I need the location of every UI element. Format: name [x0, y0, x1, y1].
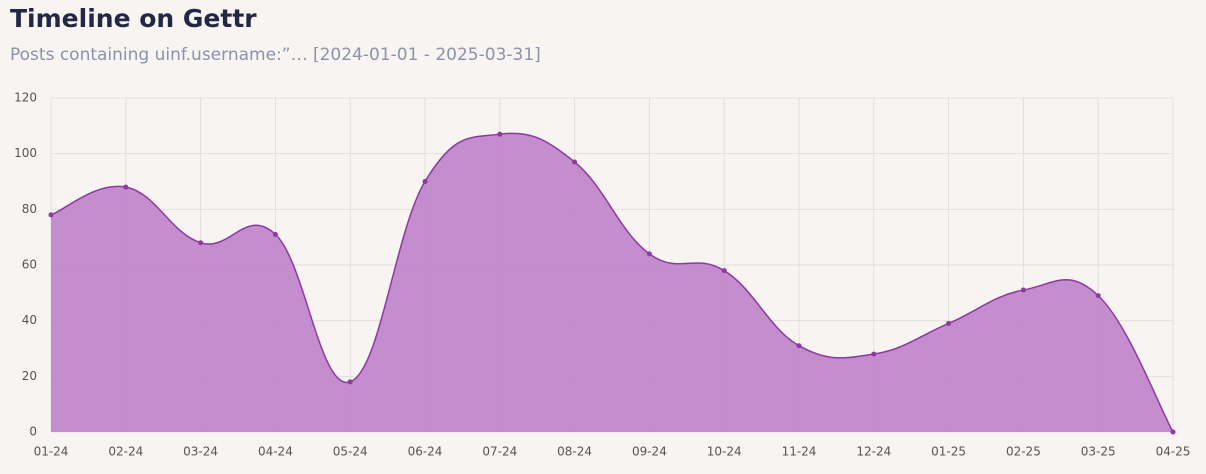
y-tick-label: 20 — [22, 369, 37, 383]
y-tick-label: 40 — [22, 313, 37, 327]
y-tick-label: 100 — [14, 146, 37, 160]
x-tick-label: 07-24 — [482, 445, 517, 459]
point — [48, 212, 54, 218]
x-tick-label: 08-24 — [557, 445, 592, 459]
x-tick-label: 12-24 — [856, 445, 891, 459]
point — [198, 240, 204, 246]
point — [796, 343, 802, 349]
x-tick-label: 10-24 — [707, 445, 742, 459]
x-tick-label: 01-24 — [34, 445, 69, 459]
x-tick-label: 11-24 — [782, 445, 817, 459]
area — [51, 133, 1173, 432]
x-tick-label: 05-24 — [333, 445, 368, 459]
y-tick-label: 60 — [22, 258, 37, 272]
chart-subtitle: Posts containing uinf.username:”… [2024-… — [10, 45, 541, 65]
x-tick-label: 09-24 — [632, 445, 667, 459]
x-tick-label: 02-25 — [1006, 445, 1041, 459]
point — [946, 320, 952, 326]
x-tick-label: 01-25 — [931, 445, 966, 459]
point — [572, 159, 578, 165]
x-tick-label: 02-24 — [108, 445, 143, 459]
point — [1170, 429, 1176, 435]
point — [123, 184, 129, 190]
point — [422, 179, 428, 184]
point — [1020, 287, 1026, 293]
point — [646, 251, 652, 257]
x-tick-label: 03-24 — [183, 445, 218, 459]
point — [272, 231, 278, 237]
point — [721, 268, 727, 274]
chart-title: Timeline on Gettr — [10, 4, 257, 33]
y-tick-label: 120 — [14, 91, 37, 105]
point — [497, 131, 503, 137]
x-tick-label: 06-24 — [408, 445, 443, 459]
x-tick-label: 04-25 — [1156, 445, 1191, 459]
x-tick-label: 03-25 — [1081, 445, 1116, 459]
point — [347, 379, 353, 385]
point — [871, 351, 877, 357]
point — [1095, 293, 1101, 299]
y-tick-label: 0 — [29, 425, 37, 439]
line — [50, 132, 1174, 433]
x-tick-label: 04-24 — [258, 445, 293, 459]
y-tick-label: 80 — [22, 202, 37, 216]
